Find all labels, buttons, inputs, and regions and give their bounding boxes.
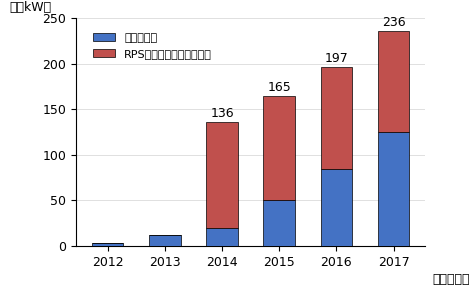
Bar xyxy=(377,132,408,246)
Text: 197: 197 xyxy=(324,52,347,65)
Bar xyxy=(263,200,294,246)
Text: 136: 136 xyxy=(210,108,233,120)
Bar xyxy=(263,96,294,200)
Text: 165: 165 xyxy=(267,81,290,94)
Bar xyxy=(320,169,351,246)
Text: （年度末）: （年度末） xyxy=(431,273,469,286)
Bar xyxy=(320,67,351,169)
Bar xyxy=(149,235,180,246)
Y-axis label: （万kW）: （万kW） xyxy=(10,1,51,14)
Bar xyxy=(206,122,237,228)
Text: 236: 236 xyxy=(381,16,405,29)
Bar xyxy=(206,228,237,246)
Bar xyxy=(377,31,408,132)
Legend: 新規導入量, RPS制度からの移行導入量: 新規導入量, RPS制度からの移行導入量 xyxy=(89,28,216,63)
Bar xyxy=(92,243,123,246)
